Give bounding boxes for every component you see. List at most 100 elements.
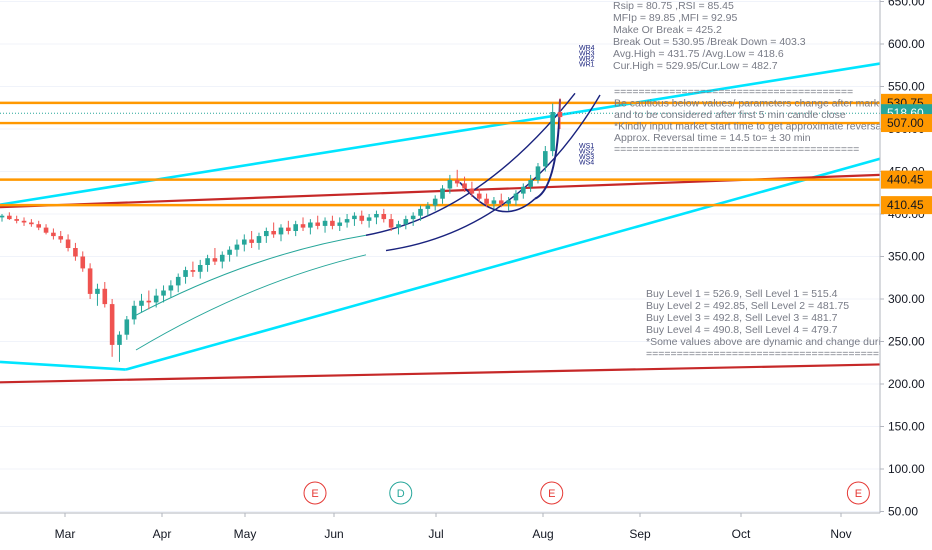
y-axis[interactable]: 650.00600.00550.00500.00450.00400.00350.… [879, 0, 932, 550]
candle-body-17 [124, 319, 130, 335]
x-axis[interactable]: Mar Apr May Jun Jul Aug Sep Oct Nov [0, 512, 880, 550]
grid [0, 1, 880, 512]
trend-line-1 [0, 360, 126, 371]
event-label-1: D [397, 488, 405, 500]
candle-body-1 [7, 215, 12, 220]
event-circle-1[interactable] [389, 481, 413, 505]
wave-label-top-0: WR4 [579, 45, 595, 52]
candle-body-61 [447, 180, 453, 189]
x-tick-label-5: Aug [532, 527, 553, 541]
wave-label-top-3: WR1 [579, 62, 595, 69]
candle-body-39 [286, 227, 291, 231]
candle-body-3 [21, 220, 27, 223]
channel-curve-4 [459, 182, 536, 213]
candle-body-74 [543, 151, 548, 167]
candle-body-71 [520, 186, 526, 194]
note-bottom-0: Buy Level 1 = 526.9, Sell Level 1 = 515.… [646, 288, 838, 300]
candle-body-9 [65, 239, 71, 248]
price-tag-box-2 [881, 114, 932, 133]
candle-body-66 [484, 198, 489, 204]
price-tag-label-3: 440.45 [887, 173, 924, 187]
x-tick-label-2: May [234, 527, 257, 541]
candle-body-44 [322, 220, 328, 226]
channel-curve-5 [534, 99, 561, 200]
candle-body-37 [271, 231, 276, 235]
event-marker-0[interactable]: E [303, 481, 327, 505]
note-bottom-1: Buy Level 2 = 492.85, Sell Level 2 = 481… [646, 300, 849, 312]
wave-label-bottom-2: WS3 [579, 154, 594, 161]
candle-body-30 [219, 254, 225, 262]
candle-body-18 [131, 305, 137, 320]
candle-body-57 [418, 208, 423, 216]
candle-body-23 [168, 285, 174, 291]
note-bottom-4: *Some values above are dynamic and chang… [646, 336, 918, 348]
event-marker-2[interactable]: E [540, 481, 564, 505]
event-marker-1[interactable]: D [389, 481, 413, 505]
candle-body-53 [388, 219, 394, 228]
candle-body-63 [462, 183, 467, 189]
y-tick-label-11: 100.00 [888, 462, 925, 476]
price-tag-label-4: 410.45 [887, 198, 924, 212]
candle-body-72 [528, 180, 533, 187]
note-mid-0: ======================================= [614, 86, 853, 98]
x-tick-label-8: Nov [830, 527, 851, 541]
channel-curve-3 [385, 94, 601, 252]
channel-curve-1 [135, 254, 367, 351]
y-tick-label-0: 650.00 [888, 0, 925, 9]
candle-body-62 [454, 180, 460, 184]
candle-body-16 [117, 334, 122, 345]
candle-body-49 [359, 215, 365, 221]
candle-body-60 [440, 188, 445, 199]
event-circle-0[interactable] [303, 481, 327, 505]
candle-body-48 [352, 215, 357, 220]
candle-body-54 [396, 224, 401, 228]
y-axis-background [880, 0, 932, 550]
price-tag-2: 507.00 [881, 114, 932, 133]
candle-body-8 [58, 236, 64, 240]
x-tick-label-0: Mar [55, 527, 76, 541]
x-tick-label-3: Jun [324, 527, 343, 541]
candle-body-25 [183, 270, 188, 277]
candle-body-34 [249, 239, 254, 243]
note-mid-5: ======================================== [614, 144, 859, 156]
y-tick-label-1: 600.00 [888, 37, 925, 51]
note-top-2: Make Or Break = 425.2 [613, 24, 722, 36]
candle-body-59 [432, 198, 438, 206]
candle-body-12 [87, 268, 93, 294]
candle-body-28 [205, 258, 210, 265]
y-tick-label-6: 350.00 [888, 250, 925, 264]
candle-body-20 [146, 300, 152, 303]
candle-body-32 [234, 244, 240, 250]
candle-body-0 [0, 215, 5, 218]
y-tick-label-7: 300.00 [888, 292, 925, 306]
note-bottom-5: ========================================… [646, 348, 910, 360]
candle-body-13 [95, 288, 100, 294]
candle-body-46 [337, 222, 343, 226]
event-circle-3[interactable] [846, 481, 870, 505]
curved-channels [135, 92, 601, 351]
candle-body-31 [227, 249, 232, 255]
candle-body-7 [51, 232, 56, 237]
candle-body-52 [381, 214, 387, 220]
note-top-0: Rsip = 80.75 ,RSI = 85.45 [613, 0, 734, 12]
note-mid-1: Be cautious below values/ parameters cha… [614, 98, 908, 110]
wave-label-top-1: WR3 [579, 51, 595, 58]
y-tick-label-12: 50.00 [888, 505, 918, 519]
trend-line-2 [125, 157, 881, 371]
candle-body-10 [73, 248, 78, 257]
candle-body-6 [43, 227, 49, 233]
price-tag-4: 410.45 [881, 196, 932, 215]
note-top-4: Avg.High = 431.75 /Avg.Low = 418.6 [613, 48, 784, 60]
candle-body-14 [102, 288, 108, 305]
candle-body-22 [161, 290, 166, 296]
event-circle-2[interactable] [540, 481, 564, 505]
event-marker-3[interactable]: E [846, 481, 870, 505]
candle-body-45 [330, 220, 335, 226]
note-top-3: Break Out = 530.95 /Break Down = 403.3 [613, 36, 806, 48]
trend-line-4 [0, 363, 881, 384]
candle-body-50 [366, 217, 372, 221]
event-label-2: E [548, 488, 555, 500]
